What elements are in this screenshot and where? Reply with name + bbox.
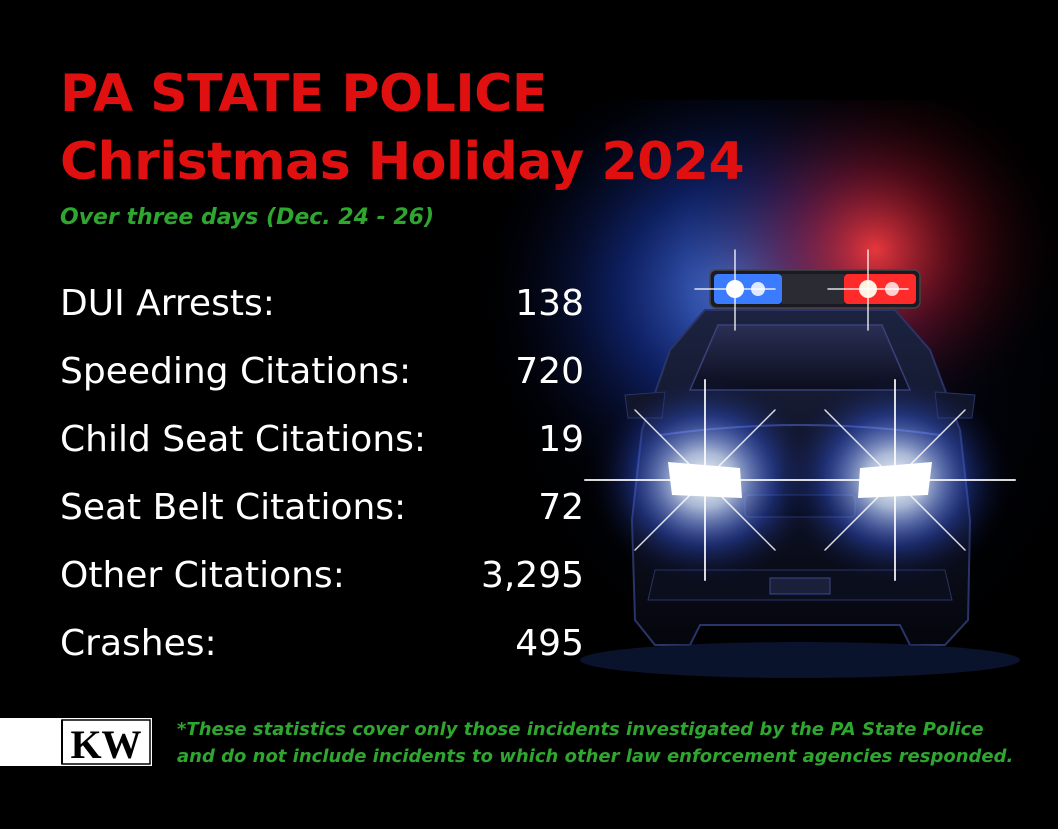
stat-value: 495 bbox=[515, 623, 584, 664]
stats-list: DUI Arrests: 138 Speeding Citations: 720… bbox=[60, 280, 584, 688]
stat-value: 720 bbox=[515, 351, 584, 392]
stat-value: 72 bbox=[538, 487, 584, 528]
footnote-line-2: and do not include incidents to which ot… bbox=[177, 746, 1014, 767]
stat-value: 3,295 bbox=[480, 555, 584, 596]
stat-label: Child Seat Citations: bbox=[60, 419, 427, 460]
footnote-line-1: *These statistics cover only those incid… bbox=[177, 719, 984, 740]
stat-row-speeding-citations: Speeding Citations: 720 bbox=[60, 348, 584, 416]
title-line-2: Christmas Holiday 2024 bbox=[60, 132, 745, 192]
stat-label: DUI Arrests: bbox=[60, 283, 275, 324]
stat-label: Seat Belt Citations: bbox=[60, 487, 407, 528]
title-line-1: PA STATE POLICE bbox=[60, 64, 547, 124]
police-car-icon bbox=[490, 100, 1058, 700]
stat-value: 19 bbox=[538, 419, 584, 460]
stat-label: Crashes: bbox=[60, 623, 217, 664]
stat-row-other-citations: Other Citations: 3,295 bbox=[60, 552, 584, 620]
stat-row-seat-belt-citations: Seat Belt Citations: 72 bbox=[60, 484, 584, 552]
stat-value: 138 bbox=[515, 283, 584, 324]
stat-row-child-seat-citations: Child Seat Citations: 19 bbox=[60, 416, 584, 484]
footnote: *These statistics cover only those incid… bbox=[177, 716, 1013, 770]
stat-label: Other Citations: bbox=[60, 555, 345, 596]
logo-text: KW bbox=[70, 722, 141, 766]
subtitle: Over three days (Dec. 24 - 26) bbox=[60, 205, 435, 230]
kw-logo: KW bbox=[0, 718, 152, 766]
stat-row-dui-arrests: DUI Arrests: 138 bbox=[60, 280, 584, 348]
stat-label: Speeding Citations: bbox=[60, 351, 412, 392]
stat-row-crashes: Crashes: 495 bbox=[60, 620, 584, 688]
